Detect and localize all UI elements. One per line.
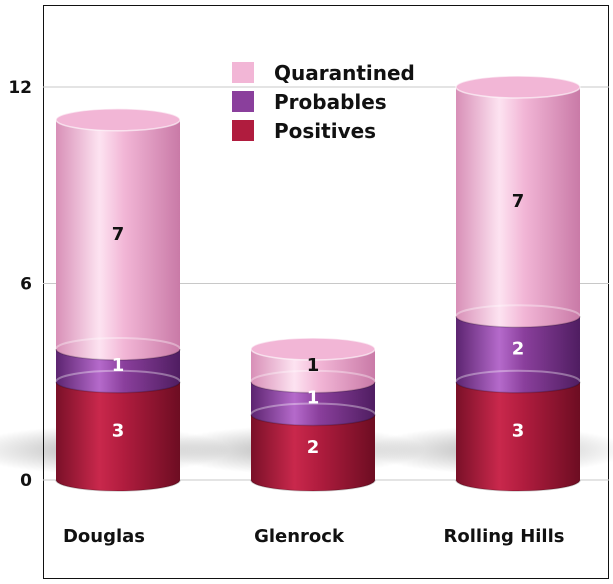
bar-glenrock-positives-rim (250, 479, 376, 492)
data-label-douglas-quarantined: 7 (112, 224, 125, 245)
bar-douglas-probables-rim (55, 381, 181, 394)
data-label-glenrock-quarantined: 1 (307, 355, 320, 376)
data-label-rolling-hills-quarantined: 7 (512, 191, 525, 212)
x-tick-label-glenrock: Glenrock (254, 526, 345, 547)
bar-rolling-hills-positives-body (456, 381, 580, 491)
chart-frame (43, 5, 609, 579)
bar-rolling-hills-positives-rim (455, 479, 581, 492)
legend-label-quarantined: Quarantined (274, 61, 415, 85)
y-tick-label-0: 0 (20, 471, 32, 491)
bar-glenrock-joint-0 (250, 402, 376, 415)
bar-douglas-positives-body (56, 381, 180, 491)
data-label-glenrock-probables: 1 (307, 388, 320, 409)
bar-glenrock-quarantined-rim (250, 381, 376, 394)
bar-rolling-hills-quarantined-rim (455, 316, 581, 328)
bar-douglas-joint-0 (55, 369, 181, 383)
bar-douglas-positives (55, 381, 181, 492)
y-tick-label-6: 6 (20, 275, 32, 295)
data-label-douglas-positives: 3 (112, 420, 125, 441)
bar-rolling-hills-quarantined (455, 87, 581, 328)
x-tick-label-rolling-hills: Rolling Hills (444, 526, 565, 547)
bar-douglas-probables-body (56, 349, 180, 393)
bar-glenrock-probables-rim (250, 414, 376, 427)
data-label-rolling-hills-probables: 2 (512, 339, 525, 360)
bar-rolling-hills-top-cap (455, 75, 581, 99)
bar-rolling-hills-probables-rim (455, 381, 581, 394)
bar-rolling-hills-quarantined-body (456, 87, 580, 328)
x-tick-label-douglas: Douglas (63, 526, 145, 547)
legend-label-positives: Positives (274, 119, 376, 143)
y-tick-label-12: 12 (8, 78, 32, 98)
bar-rolling-hills-positives (455, 381, 581, 492)
bar-glenrock-probables (250, 381, 376, 427)
legend-swatch-probables (232, 91, 254, 112)
legend-swatch-positives (232, 120, 254, 141)
data-label-rolling-hills-positives: 3 (512, 420, 525, 441)
legend-label-probables: Probables (274, 90, 387, 114)
bar-rolling-hills-joint-0 (455, 369, 581, 383)
bar-glenrock-top-cap (250, 337, 376, 361)
data-label-douglas-probables: 1 (112, 355, 125, 376)
bar-douglas-joint-1 (55, 337, 181, 350)
bar-glenrock-quarantined (250, 349, 376, 394)
bar-douglas-probables (55, 349, 181, 394)
bar-glenrock-probables-body (251, 381, 375, 426)
data-label-glenrock-positives: 2 (307, 437, 320, 458)
bar-douglas-quarantined (55, 119, 181, 361)
bar-douglas-quarantined-rim (55, 348, 181, 361)
bar-glenrock-positives-body (251, 414, 375, 491)
bar-rolling-hills-probables-body (456, 316, 580, 393)
bar-douglas-top-cap (55, 108, 181, 132)
bar-glenrock-positives (250, 414, 376, 492)
bar-rolling-hills-probables (455, 316, 581, 394)
bar-glenrock-quarantined-body (251, 349, 375, 393)
bar-douglas-positives-rim (55, 479, 181, 492)
bar-glenrock-joint-1 (250, 369, 376, 383)
bar-rolling-hills-joint-1 (455, 304, 581, 317)
bar-douglas-quarantined-body (56, 119, 180, 360)
legend-swatch-quarantined (232, 62, 254, 83)
